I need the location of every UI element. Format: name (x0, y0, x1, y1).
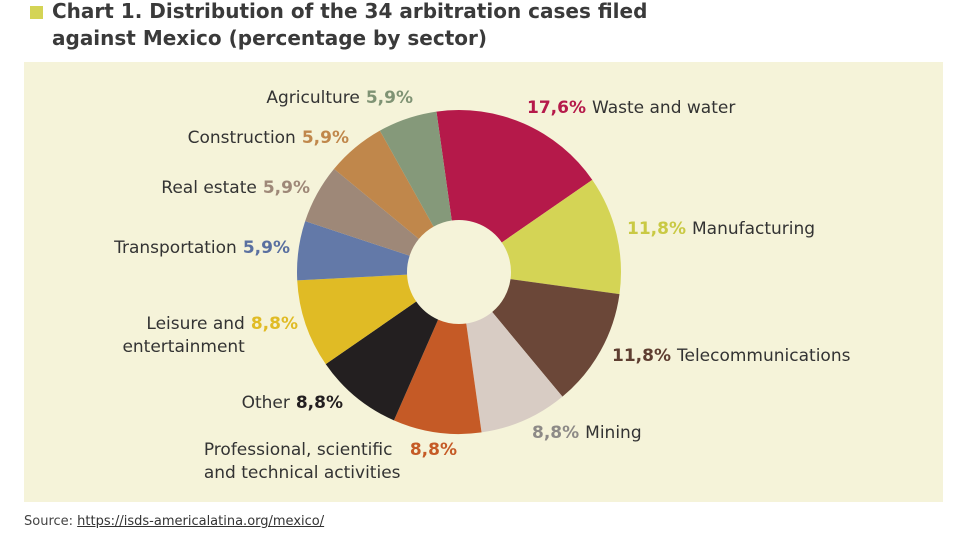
slice-label: 8,8% Mining (532, 422, 642, 445)
category-label: Construction (187, 128, 296, 148)
category-label: Mining (585, 423, 642, 443)
slice-label: Transportation 5,9% (114, 237, 290, 260)
value-label: 5,9% (365, 88, 413, 108)
slice-label: Professional, scientific and technical a… (204, 439, 457, 485)
donut-slice (325, 301, 439, 421)
value-label: 8,8% (250, 314, 298, 334)
value-label: 8,8% (532, 423, 580, 443)
donut-slice (334, 130, 434, 239)
value-label: 8,8% (409, 440, 457, 460)
value-label: 5,9% (301, 128, 349, 148)
value-label: 5,9% (242, 238, 290, 258)
category-label: Agriculture (266, 88, 360, 108)
slice-label: 17,6% Waste and water (527, 97, 735, 120)
donut-slice (297, 221, 410, 281)
value-label: 17,6% (527, 98, 586, 118)
donut-slice (305, 168, 419, 256)
slice-label: Leisure and entertainment 8,8% (119, 313, 298, 359)
category-label: Real estate (161, 178, 257, 198)
slice-label: Real estate 5,9% (161, 177, 310, 200)
category-label: Leisure and entertainment (122, 314, 245, 357)
source-label: Source: (24, 514, 74, 529)
category-label: Transportation (114, 238, 237, 258)
donut-slice (436, 110, 593, 243)
slice-label: 11,8% Manufacturing (627, 218, 815, 241)
source-link[interactable]: https://isds-americalatina.org/mexico/ (77, 514, 325, 529)
value-label: 11,8% (612, 346, 671, 366)
donut-slice (466, 312, 563, 433)
slice-label: Construction 5,9% (188, 127, 349, 150)
source: Source: https://isds-americalatina.org/m… (24, 514, 324, 529)
chart-title: Chart 1. Distribution of the 34 arbitrat… (52, 0, 648, 50)
category-label: Other (241, 393, 290, 413)
donut-slice (393, 319, 482, 434)
donut-slice (492, 279, 620, 397)
donut-slice (379, 111, 452, 227)
category-label: Telecommunications (676, 346, 851, 366)
category-label: Waste and water (591, 98, 736, 118)
category-label: Manufacturing (691, 219, 816, 239)
value-label: 11,8% (627, 219, 686, 239)
slice-label: Agriculture 5,9% (266, 87, 413, 110)
title-marker (30, 6, 43, 19)
slice-label: Other 8,8% (242, 392, 343, 415)
value-label: 8,8% (295, 393, 343, 413)
slice-label: 11,8% Telecommunications (612, 345, 850, 368)
donut-slice (501, 179, 621, 295)
donut-slice (297, 274, 417, 365)
category-label: Professional, scientific and technical a… (203, 440, 401, 483)
value-label: 5,9% (262, 178, 310, 198)
